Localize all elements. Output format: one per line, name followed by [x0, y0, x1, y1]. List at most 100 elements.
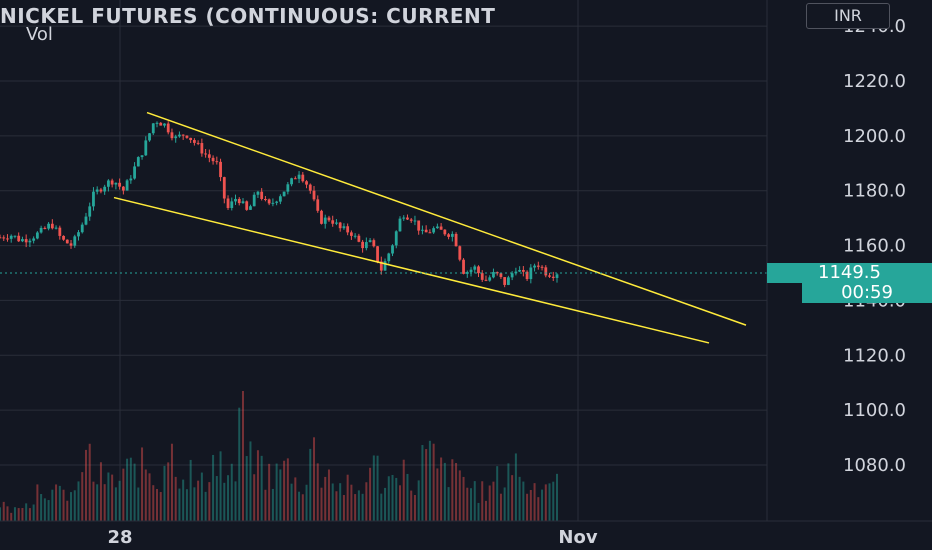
- volume-bar: [159, 492, 162, 521]
- candle-body: [252, 194, 256, 207]
- volume-bar: [398, 485, 401, 521]
- upper-trendline: [146, 111, 747, 326]
- candle-body: [125, 180, 129, 191]
- price-tick-label: 1160.0: [843, 236, 906, 257]
- volume-bar: [331, 483, 334, 521]
- candlestick-series: [0, 121, 559, 288]
- volume-bar: [275, 463, 278, 521]
- candle-body: [95, 189, 99, 192]
- candle-body: [35, 232, 39, 239]
- candle-body: [54, 227, 58, 229]
- currency-button[interactable]: INR: [806, 3, 890, 29]
- volume-bar: [298, 491, 301, 521]
- volume-bar: [70, 492, 73, 521]
- volume-bar: [32, 504, 35, 521]
- volume-bar: [477, 502, 480, 521]
- volume-bar: [88, 443, 91, 521]
- volume-bar: [111, 474, 114, 521]
- candle-body: [424, 229, 428, 233]
- volume-bar: [316, 463, 319, 521]
- candle-body: [518, 269, 522, 272]
- candle-body: [249, 206, 252, 210]
- volume-bar: [447, 487, 450, 521]
- candle-body: [163, 123, 166, 126]
- volume-bar: [503, 487, 506, 521]
- candle-body: [462, 259, 465, 274]
- candle-body: [439, 226, 443, 230]
- candle-body: [174, 136, 178, 139]
- volume-bar: [279, 469, 282, 521]
- volume-bar: [47, 500, 50, 521]
- volume-bar: [96, 484, 99, 521]
- candle-body: [278, 196, 282, 202]
- volume-bar: [58, 485, 61, 521]
- volume-bar: [470, 488, 473, 521]
- volume-bar: [17, 508, 20, 521]
- candle-body: [372, 240, 376, 247]
- candle-body: [525, 271, 529, 280]
- volume-bar: [481, 481, 484, 521]
- candle-body: [196, 142, 200, 144]
- volume-bar: [260, 455, 263, 521]
- volume-bar: [376, 455, 379, 521]
- candle-body: [260, 191, 264, 199]
- candle-body: [69, 243, 73, 246]
- volume-bar: [25, 503, 28, 521]
- volume-bar: [178, 488, 181, 521]
- volume-bar: [6, 506, 9, 521]
- candle-body: [477, 266, 480, 274]
- volume-bar: [339, 483, 342, 521]
- time-tick-label: Nov: [558, 527, 597, 548]
- candle-body: [533, 265, 536, 268]
- candle-body: [185, 135, 189, 138]
- candle-body: [271, 202, 275, 204]
- candle-body: [181, 134, 185, 136]
- candle-body: [484, 279, 488, 281]
- volume-bar: [268, 463, 271, 521]
- volume-bar: [391, 474, 394, 521]
- candle-body: [458, 246, 462, 260]
- candle-body: [327, 217, 331, 221]
- candle-body: [170, 132, 174, 139]
- volume-indicator-label[interactable]: Vol: [26, 24, 53, 45]
- volume-bar: [496, 466, 499, 521]
- volume-bar: [384, 487, 387, 521]
- candle-body: [65, 239, 69, 244]
- candle-body: [536, 265, 540, 267]
- candle-body: [417, 220, 421, 231]
- volume-bar: [92, 481, 95, 521]
- candle-body: [450, 233, 454, 237]
- volume-bar: [137, 487, 140, 521]
- candle-body: [421, 229, 424, 231]
- volume-bar: [122, 468, 125, 521]
- volume-bar: [204, 491, 207, 521]
- candle-body: [335, 222, 338, 224]
- volume-bar: [182, 479, 185, 521]
- volume-bar: [421, 445, 424, 521]
- candle-body: [17, 235, 21, 242]
- volume-bar: [118, 480, 121, 521]
- candle-body: [114, 182, 118, 185]
- volume-bar: [492, 481, 495, 521]
- volume-bar: [514, 453, 517, 521]
- candle-body: [24, 239, 28, 243]
- volume-bar: [541, 489, 544, 521]
- volume-bar: [440, 457, 443, 521]
- volume-bar: [0, 507, 1, 521]
- volume-bar: [84, 449, 87, 521]
- volume-bar: [369, 467, 372, 521]
- volume-bar: [51, 489, 54, 521]
- candle-body: [73, 236, 77, 246]
- candle-body: [514, 271, 518, 274]
- candle-body: [435, 226, 439, 229]
- candle-body: [305, 181, 308, 185]
- volume-bar: [256, 450, 259, 521]
- candle-body: [80, 224, 84, 233]
- volume-bar: [455, 462, 458, 521]
- volume-bar: [223, 482, 226, 521]
- candle-body: [92, 191, 95, 207]
- candle-body: [148, 133, 151, 141]
- volume-bar: [361, 493, 364, 521]
- candle-body: [357, 235, 361, 242]
- volume-bar: [141, 447, 144, 521]
